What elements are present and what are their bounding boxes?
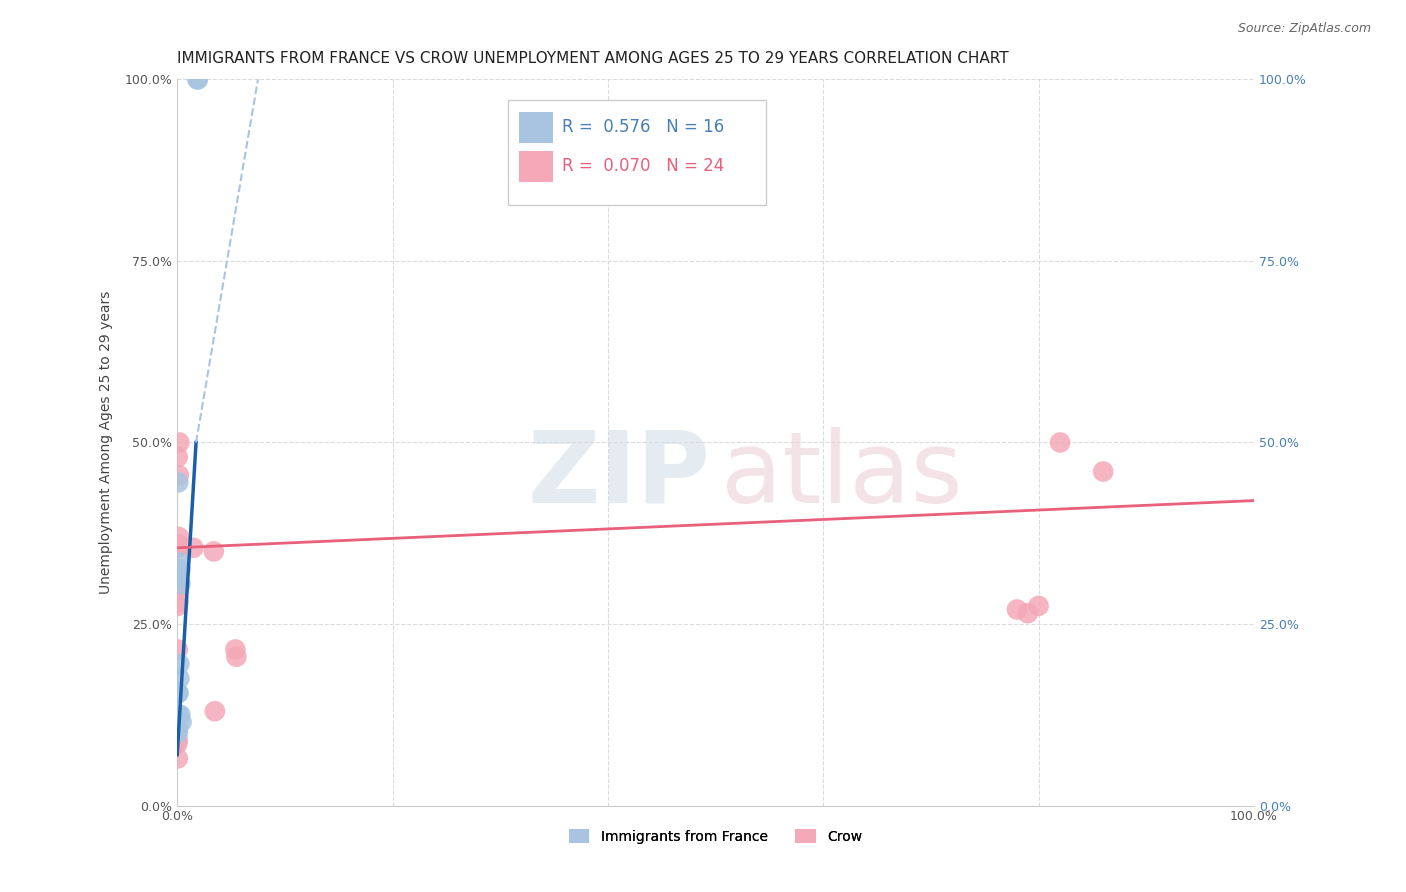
Point [166,450,188,464]
Point [1005,602,1028,616]
Point [166,642,188,657]
Point [1092,465,1115,479]
Point [167,686,190,700]
Point [169,563,191,577]
Point [167,537,190,551]
Point [166,737,188,751]
Point [1049,435,1071,450]
Point [166,723,188,737]
Y-axis label: Unemployment Among Ages 25 to 29 years: Unemployment Among Ages 25 to 29 years [100,291,114,594]
Point [167,707,190,722]
FancyBboxPatch shape [508,100,766,205]
Point [167,541,190,555]
Point [225,649,247,664]
Point [183,541,205,555]
Point [166,599,188,613]
Point [167,570,190,584]
Point [166,541,188,555]
Text: R =  0.070   N = 24: R = 0.070 N = 24 [561,158,724,176]
Point [187,72,209,87]
Point [1028,599,1050,613]
Point [169,707,191,722]
Point [167,686,190,700]
Point [166,751,188,765]
Point [169,577,191,591]
Point [1017,606,1039,620]
Legend: Immigrants from France, Crow: Immigrants from France, Crow [564,823,868,849]
Text: IMMIGRANTS FROM FRANCE VS CROW UNEMPLOYMENT AMONG AGES 25 TO 29 YEARS CORRELATIO: IMMIGRANTS FROM FRANCE VS CROW UNEMPLOYM… [177,51,1010,66]
Point [169,555,191,569]
Point [202,544,225,558]
Point [167,468,190,483]
Point [170,715,193,730]
Point [204,704,226,718]
Text: ZIP: ZIP [527,426,710,524]
Text: R =  0.576   N = 16: R = 0.576 N = 16 [561,119,724,136]
Text: Source: ZipAtlas.com: Source: ZipAtlas.com [1237,22,1371,36]
Text: atlas: atlas [721,426,963,524]
Point [167,475,190,490]
Point [169,657,191,671]
FancyBboxPatch shape [519,152,553,183]
Point [166,733,188,747]
FancyBboxPatch shape [519,112,553,144]
Point [169,435,191,450]
Point [167,530,190,544]
Point [187,72,209,87]
Point [167,595,190,609]
Point [224,642,246,657]
Point [169,672,191,686]
Point [166,726,188,740]
Point [167,581,190,595]
